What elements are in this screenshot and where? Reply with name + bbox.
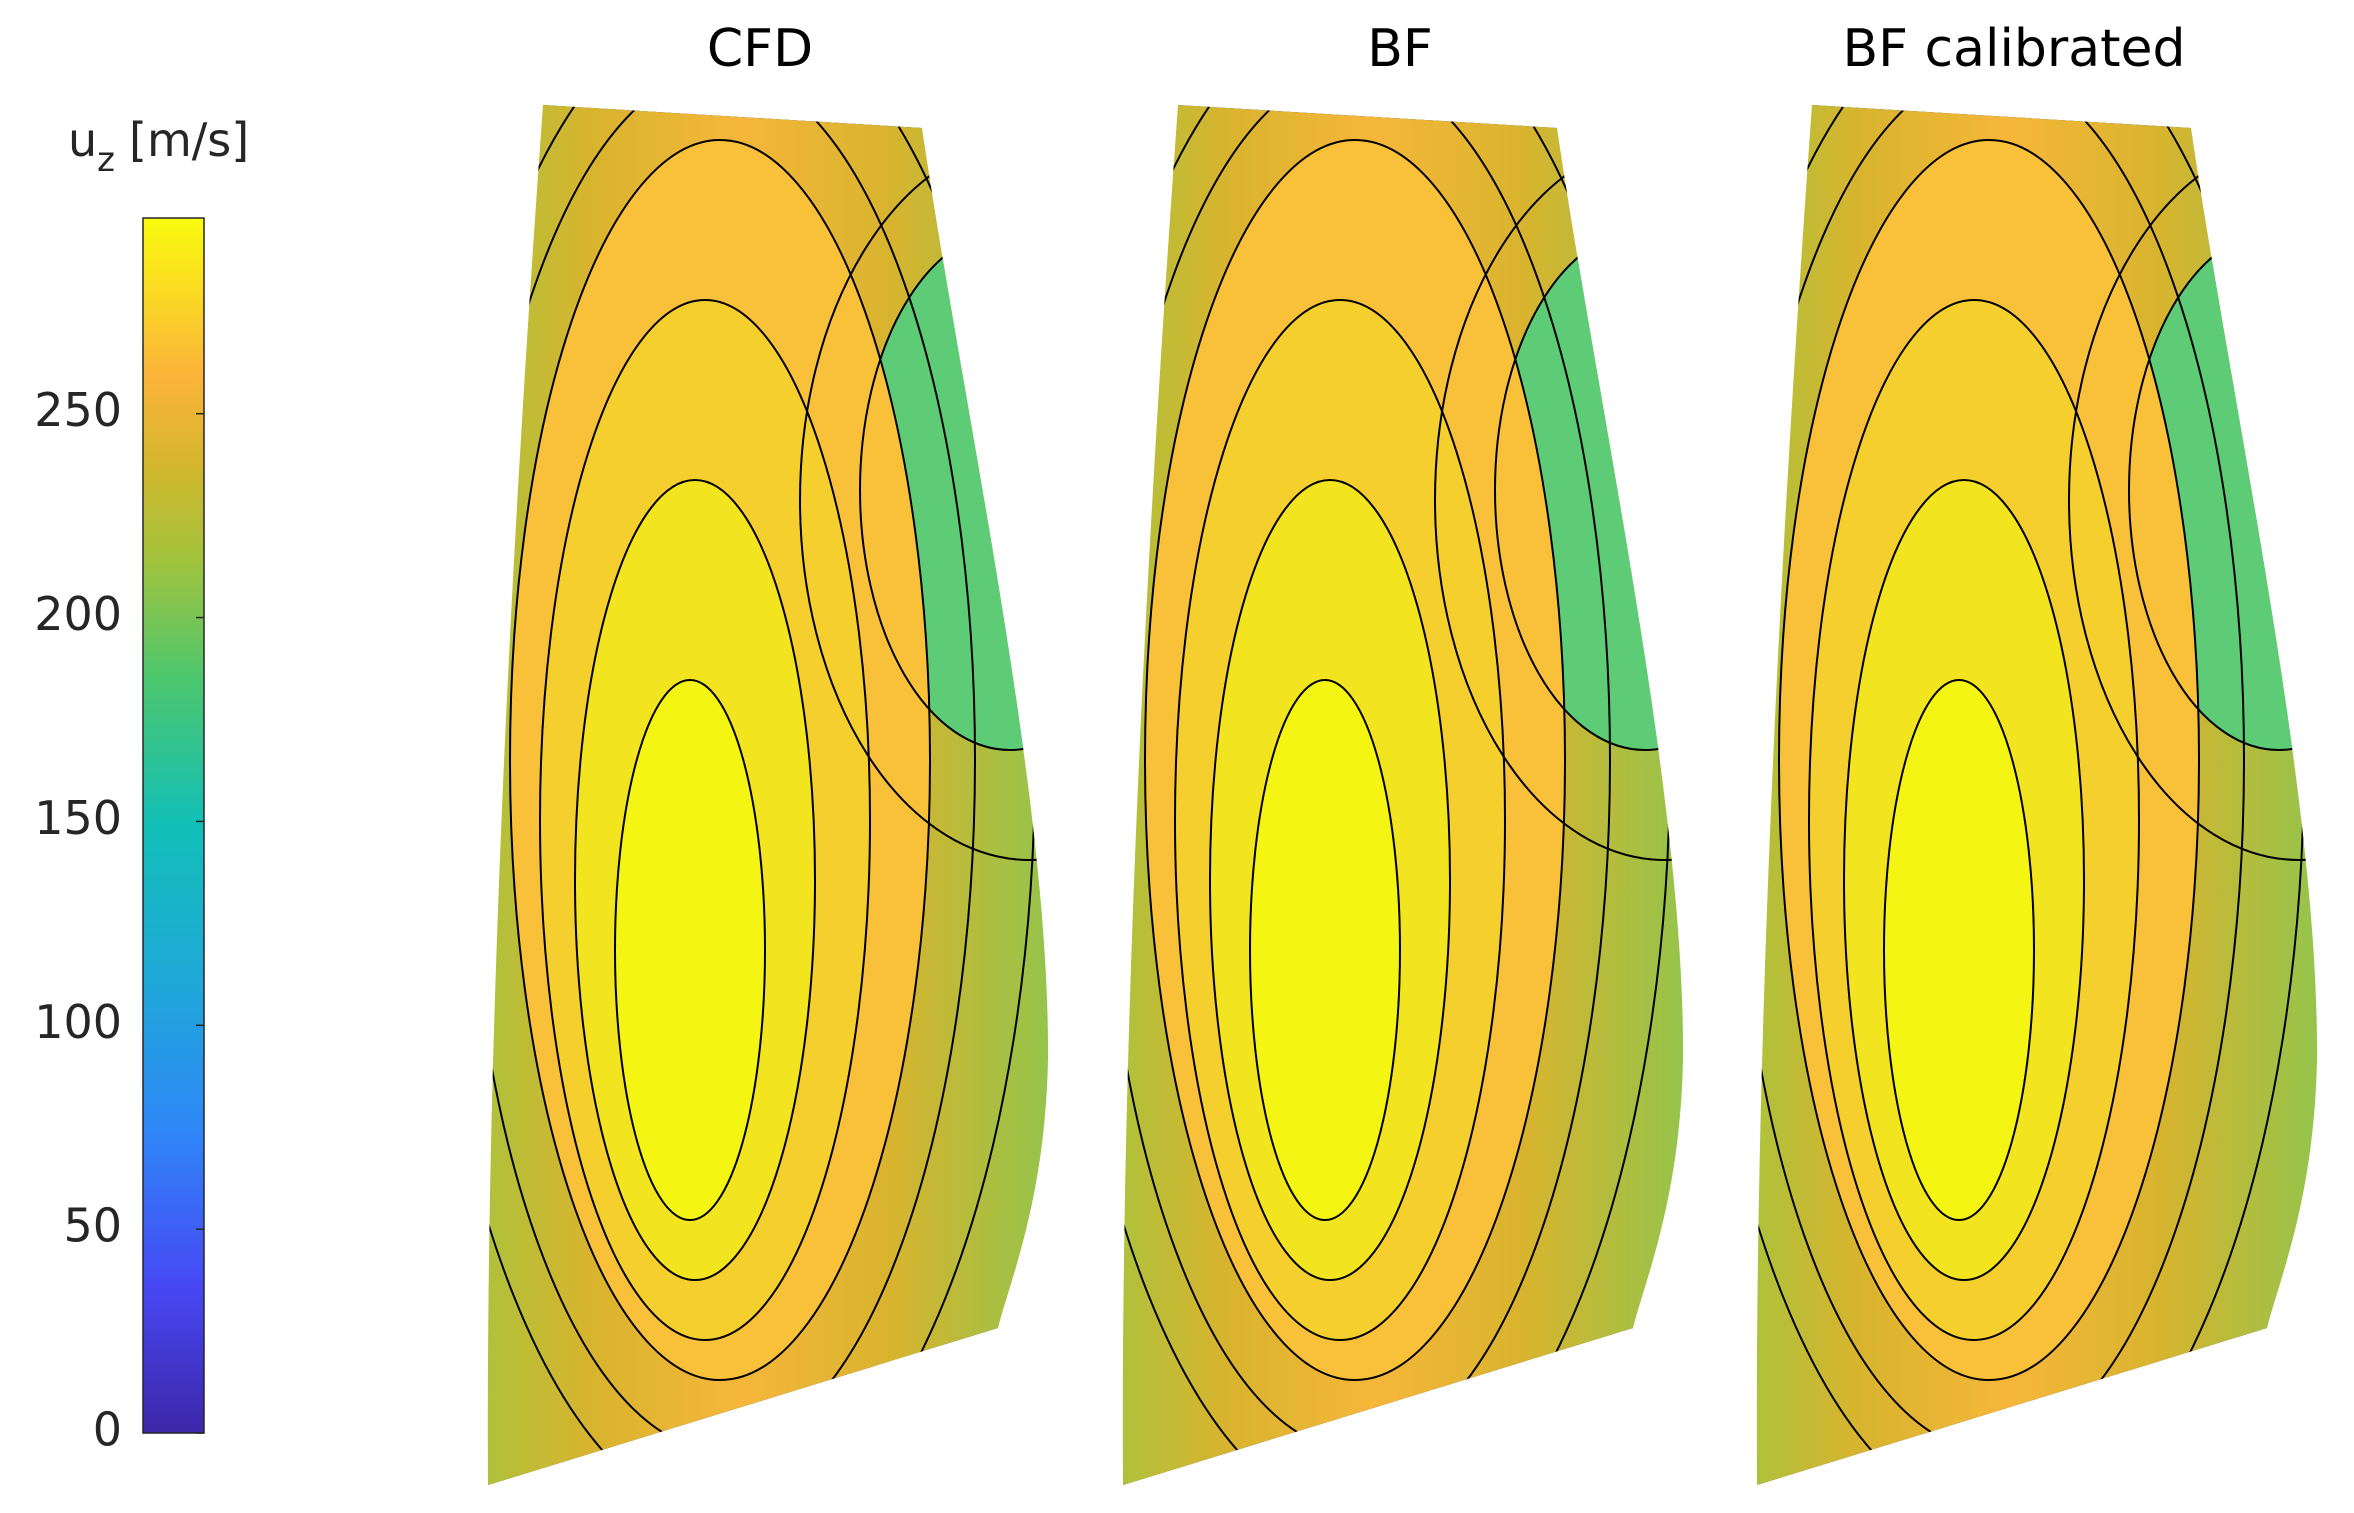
contour-panels [425,0,2354,1513]
colorbar-tick-label: 50 [63,1199,122,1253]
panel-bf-calibrated [1694,0,2354,1513]
colorbar-label-subscript: z [97,140,115,180]
colorbar [142,217,205,1434]
colorbar-tick-label: 150 [34,791,122,845]
colorbar-tick-label: 200 [34,587,122,641]
colorbar-label-symbol: u [68,113,97,167]
panel-title: CFD [707,19,813,79]
colorbar-label: uz [m/s] [68,113,249,180]
colorbar-label-unit: [m/s] [129,113,249,167]
panel-title: BF [1367,19,1433,79]
colorbar-tick-label: 0 [93,1403,122,1457]
colorbar-tick-label: 100 [34,995,122,1049]
panel-title: BF calibrated [1842,19,2185,79]
colorbar-tick-label: 250 [34,383,122,437]
